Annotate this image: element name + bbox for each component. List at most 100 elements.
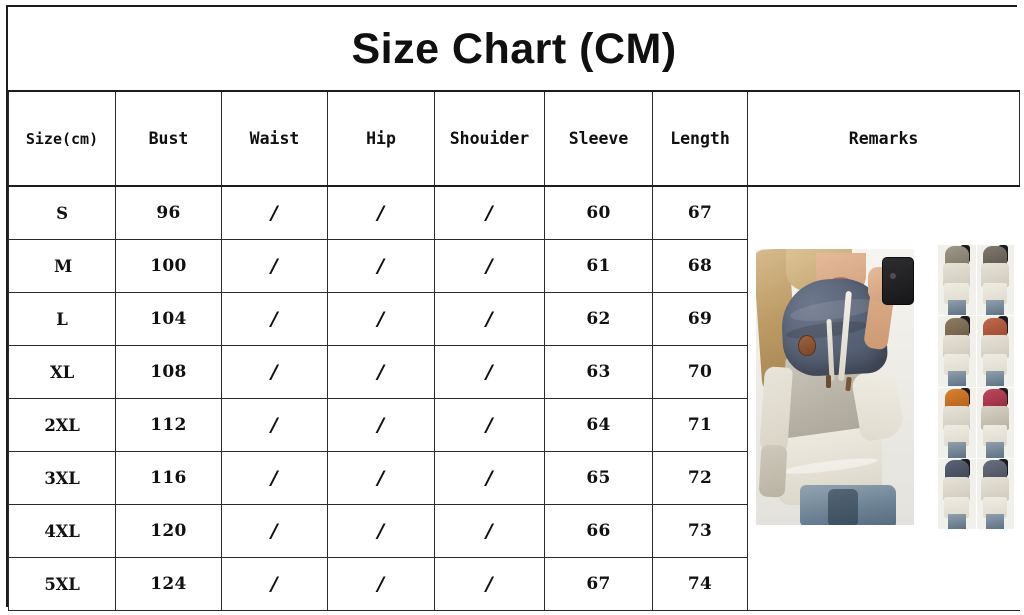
variant-hem xyxy=(982,354,1008,376)
column-header-sleeve-label: Sleeve xyxy=(568,129,629,148)
column-header-bust: Bust xyxy=(115,90,222,187)
cell-sleeve-value: 67 xyxy=(586,574,611,594)
size-chart-table: Size Chart (CM) Size(cm) Bust Waist xyxy=(8,7,1021,611)
cell-length: 72 xyxy=(652,451,748,505)
cell-waist: / xyxy=(221,398,328,452)
cell-shoulder: / xyxy=(434,451,545,505)
variant-body xyxy=(942,405,971,430)
cell-sleeve: 65 xyxy=(544,451,653,505)
cell-waist-value: / xyxy=(270,573,279,595)
cell-bust-value: 124 xyxy=(150,574,187,594)
cell-length: 68 xyxy=(652,239,748,293)
variant-jeans xyxy=(986,371,1005,387)
variant-jeans xyxy=(947,299,966,316)
cell-shoulder: / xyxy=(434,185,545,240)
cell-sleeve: 61 xyxy=(544,239,653,293)
cell-bust-value: 120 xyxy=(150,521,187,541)
cell-waist-value: / xyxy=(270,414,279,436)
cell-waist-value: / xyxy=(270,308,279,330)
cell-hip: / xyxy=(327,451,435,505)
column-header-waist-label: Waist xyxy=(249,129,300,148)
variant-jeans xyxy=(986,442,1005,458)
cell-sleeve: 63 xyxy=(544,345,653,399)
variant-body xyxy=(942,263,971,288)
drawstring-tip-left xyxy=(826,375,831,388)
cell-waist: / xyxy=(221,345,328,399)
cell-sleeve: 62 xyxy=(544,292,653,346)
table-row: 3XL 116 / / / 65 72 xyxy=(8,451,1020,505)
cell-bust: 104 xyxy=(115,292,222,346)
cell-length-value: 70 xyxy=(687,362,713,382)
size-chart-table-frame: Size Chart (CM) Size(cm) Bust Waist xyxy=(6,5,1021,611)
column-header-length-label: Length xyxy=(670,129,730,148)
cell-shoulder-value: / xyxy=(485,467,494,489)
cell-size: 3XL xyxy=(8,451,116,505)
chart-title-cell: Size Chart (CM) xyxy=(8,7,1020,92)
cell-sleeve-value: 63 xyxy=(586,362,611,382)
variant-cowl xyxy=(944,246,969,268)
variant-jeans xyxy=(947,371,966,387)
cell-length: 74 xyxy=(652,557,748,611)
cell-bust-value: 104 xyxy=(150,309,187,329)
cell-waist-value: / xyxy=(270,255,279,277)
column-header-waist: Waist xyxy=(221,90,328,187)
cell-remarks-media xyxy=(746,185,1020,611)
cell-waist: / xyxy=(221,185,328,240)
cell-size-value: L xyxy=(56,309,68,329)
cell-hip-value: / xyxy=(377,255,385,277)
variant-body xyxy=(981,477,1009,501)
cell-size-value: M xyxy=(53,256,72,276)
cell-hip-value: / xyxy=(377,573,385,595)
variant-body xyxy=(981,263,1009,288)
cell-shoulder: / xyxy=(434,345,545,399)
variant-body xyxy=(981,405,1009,430)
column-header-shoulder-label: Shouider xyxy=(449,129,530,148)
cell-sleeve: 60 xyxy=(544,185,653,240)
column-header-bust-label: Bust xyxy=(148,129,189,148)
column-header-remarks-label: Remarks xyxy=(848,129,919,148)
cell-bust-value: 112 xyxy=(150,415,187,435)
cell-shoulder: / xyxy=(434,557,545,611)
cell-length-value: 68 xyxy=(687,256,713,276)
cell-shoulder-value: / xyxy=(485,308,494,330)
cell-waist: / xyxy=(221,451,328,505)
variant-body xyxy=(942,334,971,359)
column-header-length: Length xyxy=(652,90,748,187)
cell-sleeve-value: 64 xyxy=(586,415,611,435)
table-row: M 100 / / / 61 68 xyxy=(8,239,1020,293)
variant-hem xyxy=(982,282,1008,304)
cell-hip: / xyxy=(327,345,435,399)
column-header-hip: Hip xyxy=(327,90,435,187)
cell-waist-value: / xyxy=(270,202,279,224)
cell-bust-value: 108 xyxy=(150,362,187,382)
color-variant-thumb xyxy=(976,387,1014,458)
column-header-hip-label: Hip xyxy=(366,129,396,148)
color-variant-thumb xyxy=(938,387,976,458)
jeans xyxy=(800,485,896,525)
smartphone xyxy=(882,257,914,305)
cell-shoulder-value: / xyxy=(485,414,494,436)
variant-cowl xyxy=(983,460,1008,482)
table-row: 2XL 112 / / / 64 71 xyxy=(8,398,1020,452)
variant-cowl xyxy=(944,317,969,339)
cell-bust: 112 xyxy=(115,398,222,452)
variant-jeans xyxy=(986,299,1005,316)
cell-waist-value: / xyxy=(270,361,279,383)
cell-hip-value: / xyxy=(377,308,385,330)
cell-sleeve-value: 60 xyxy=(586,203,611,223)
hoodie-left-cuff xyxy=(758,444,788,498)
cell-size-value: 3XL xyxy=(44,468,80,488)
variant-cowl xyxy=(983,388,1008,410)
cell-bust: 108 xyxy=(115,345,222,399)
cell-hip: / xyxy=(327,185,435,240)
cell-sleeve-value: 66 xyxy=(586,521,611,541)
cell-size-value: XL xyxy=(49,362,74,382)
page-title: Size Chart (CM) xyxy=(351,25,677,73)
cell-hip-value: / xyxy=(377,467,385,489)
phone-camera-icon xyxy=(890,273,896,279)
cell-shoulder-value: / xyxy=(485,361,494,383)
model-photo xyxy=(756,249,914,525)
cell-length: 71 xyxy=(652,398,748,452)
table-row: 5XL 124 / / / 67 74 xyxy=(8,557,1020,611)
cell-shoulder: / xyxy=(434,398,545,452)
